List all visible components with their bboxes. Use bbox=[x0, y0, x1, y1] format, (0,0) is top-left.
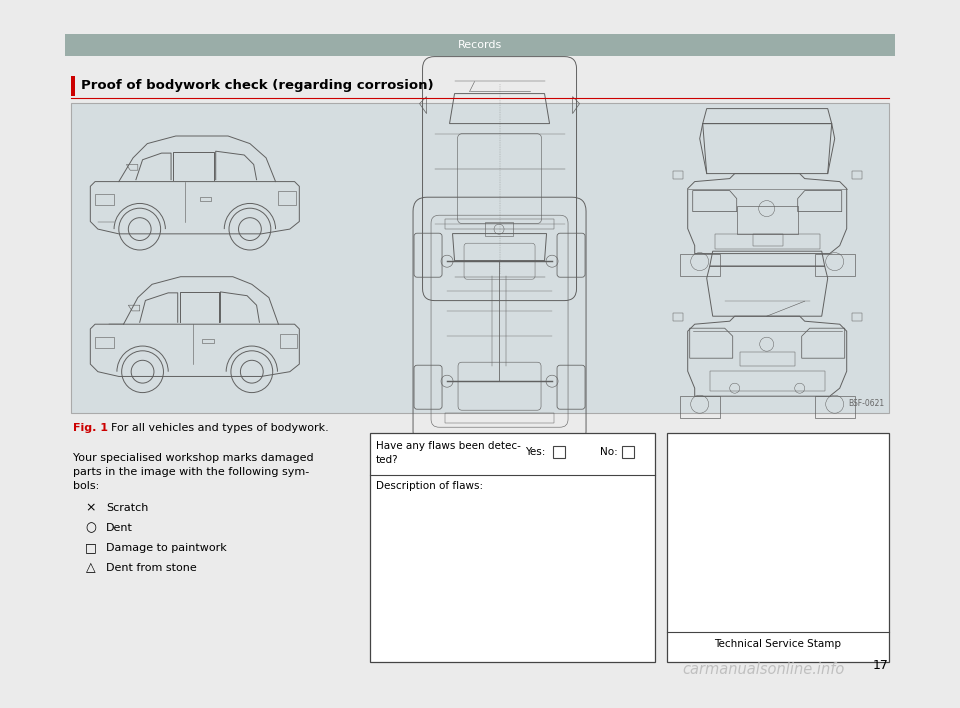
Bar bbox=[95, 336, 114, 348]
Bar bbox=[445, 413, 554, 423]
Bar bbox=[667, 433, 889, 662]
Text: Scratch: Scratch bbox=[106, 503, 149, 513]
Text: carmanualsonline.info: carmanualsonline.info bbox=[682, 661, 845, 677]
Text: Records: Records bbox=[458, 40, 502, 50]
Bar bbox=[815, 253, 854, 275]
Text: Description of flaws:: Description of flaws: bbox=[376, 481, 483, 491]
Text: □: □ bbox=[85, 542, 97, 554]
Bar bbox=[680, 253, 720, 275]
Bar bbox=[71, 76, 75, 96]
Bar bbox=[673, 171, 683, 178]
Bar bbox=[709, 371, 825, 392]
Bar bbox=[445, 219, 554, 229]
Bar bbox=[673, 313, 683, 321]
Bar bbox=[852, 313, 862, 321]
Bar bbox=[278, 191, 296, 205]
Text: Technical Service Stamp: Technical Service Stamp bbox=[714, 639, 842, 649]
Bar bbox=[203, 339, 214, 343]
Text: For all vehicles and types of bodywork.: For all vehicles and types of bodywork. bbox=[111, 423, 328, 433]
Text: ted?: ted? bbox=[376, 455, 398, 465]
Text: 17: 17 bbox=[874, 659, 889, 672]
Bar bbox=[714, 234, 820, 249]
Bar bbox=[200, 197, 211, 200]
Text: BSF-0621: BSF-0621 bbox=[848, 399, 884, 408]
Bar bbox=[680, 396, 720, 418]
Bar bbox=[553, 446, 565, 458]
Bar bbox=[815, 396, 854, 418]
Text: bols:: bols: bbox=[73, 481, 99, 491]
Text: Damage to paintwork: Damage to paintwork bbox=[106, 543, 227, 553]
Bar bbox=[852, 171, 862, 178]
Text: Dent: Dent bbox=[106, 523, 132, 533]
Text: Your specialised workshop marks damaged: Your specialised workshop marks damaged bbox=[73, 453, 314, 463]
Bar bbox=[485, 222, 513, 236]
Text: No:: No: bbox=[600, 447, 617, 457]
Text: Proof of bodywork check (regarding corrosion): Proof of bodywork check (regarding corro… bbox=[81, 79, 434, 93]
Text: ×: × bbox=[85, 501, 96, 515]
Text: △: △ bbox=[86, 561, 96, 574]
Bar bbox=[95, 194, 114, 205]
Text: ○: ○ bbox=[85, 522, 96, 535]
Bar bbox=[753, 234, 782, 246]
Text: Yes:: Yes: bbox=[525, 447, 545, 457]
Bar bbox=[622, 446, 634, 458]
Text: Have any flaws been detec-: Have any flaws been detec- bbox=[376, 441, 521, 451]
Text: parts in the image with the following sym-: parts in the image with the following sy… bbox=[73, 467, 309, 477]
Bar bbox=[71, 103, 889, 413]
Bar bbox=[740, 352, 795, 366]
Bar bbox=[736, 205, 798, 234]
Bar bbox=[280, 333, 298, 348]
Text: Dent from stone: Dent from stone bbox=[106, 563, 197, 573]
Bar bbox=[65, 34, 895, 56]
Text: Fig. 1: Fig. 1 bbox=[73, 423, 108, 433]
Bar bbox=[370, 433, 655, 662]
